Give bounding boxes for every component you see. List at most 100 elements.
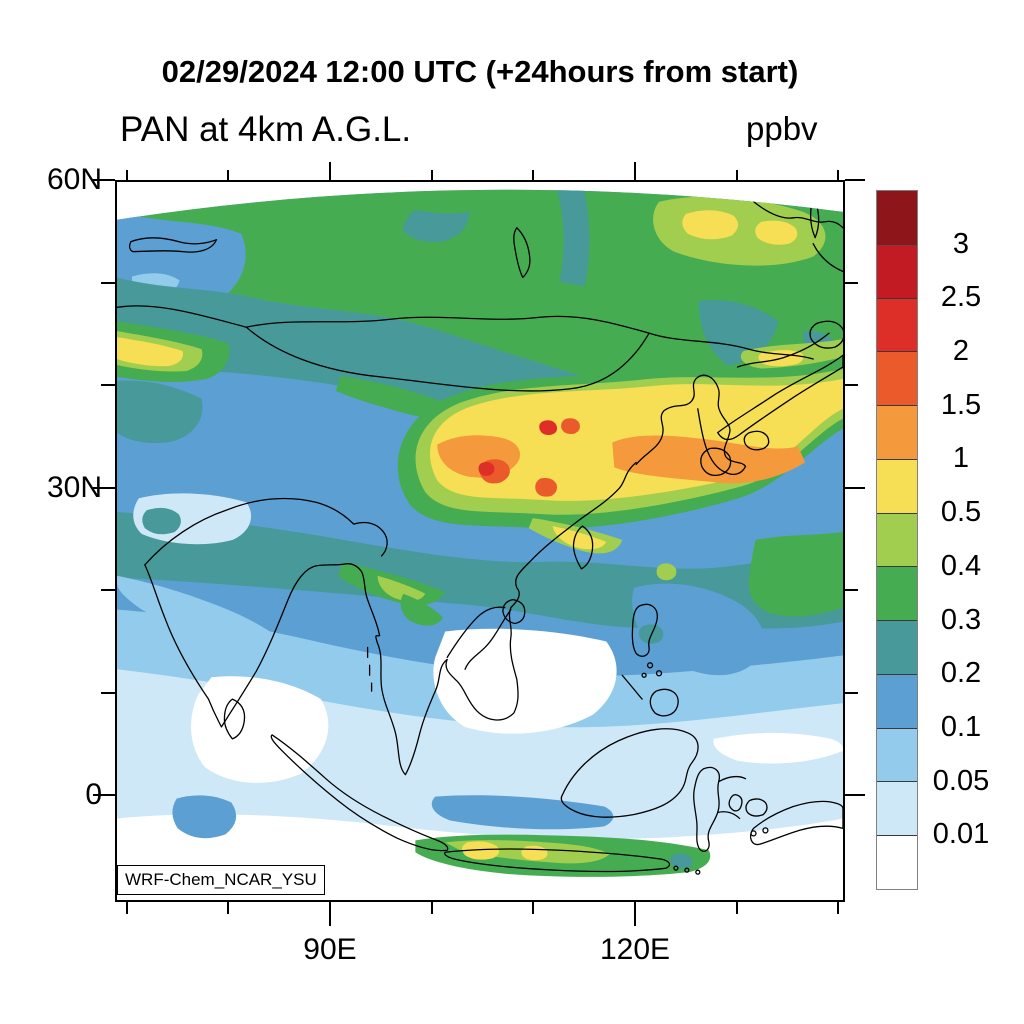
siberia-green-band <box>117 189 843 422</box>
island-new-guinea <box>745 798 843 846</box>
colorbar-segment-2-2.5 <box>877 297 917 352</box>
x-axis-tick-top <box>532 170 535 180</box>
colorbar-tick-label: 0.01 <box>932 818 990 851</box>
colorbar-tick-label: 3 <box>952 227 970 260</box>
y-axis-tick-right <box>845 281 858 284</box>
colorbar-segment-0.3-0.4 <box>877 566 917 621</box>
island-sumatra <box>270 734 449 852</box>
colorbar-segment-1-1.5 <box>877 405 917 459</box>
colorbar-tick-label: 0.2 <box>940 657 982 690</box>
lake-balkhash <box>128 237 218 253</box>
x-axis-tick <box>227 902 229 914</box>
units-label: ppbv <box>746 110 818 147</box>
coast-japan-kyushu <box>700 447 732 477</box>
y-tick-label-60n: 60N <box>46 163 102 196</box>
x-axis-tick <box>125 902 128 914</box>
colorbar-tick-label: 0.4 <box>940 549 982 582</box>
colorbar-tick-label: 2 <box>952 335 970 368</box>
coastline-layer <box>117 195 843 875</box>
x-axis-tick <box>329 902 331 926</box>
y-tick-label-0: 0 <box>85 778 102 811</box>
island-java <box>444 848 671 873</box>
colorbar-tick-label: 2.5 <box>940 281 982 314</box>
y-axis-tick <box>101 281 115 284</box>
x-tick-label-90e: 90E <box>303 933 357 966</box>
colorbar-tick-label: 0.3 <box>940 603 982 636</box>
coast-hokkaido <box>809 320 843 349</box>
variable-title: PAN at 4km A.G.L. <box>120 110 412 149</box>
y-axis-tick <box>93 179 115 181</box>
coast-india <box>144 563 381 728</box>
map-canvas <box>117 189 843 900</box>
colorbar-tick-label: 0.1 <box>940 710 982 743</box>
x-axis-tick <box>532 902 535 914</box>
border-himalaya <box>144 497 388 566</box>
y-axis-tick-right <box>845 384 858 386</box>
colorbar-segment-gt3 <box>877 191 917 244</box>
model-watermark: WRF-Chem_NCAR_YSU <box>117 865 325 895</box>
y-axis-tick-right <box>845 794 865 796</box>
island-sulawesi <box>693 766 747 852</box>
coast-sri-lanka <box>223 698 246 740</box>
island-halmahera <box>728 793 743 812</box>
island-taiwan <box>572 525 594 570</box>
colorbar-segment-0.01-0.05 <box>877 781 917 836</box>
colorbar-tick-label: 1.5 <box>940 388 982 421</box>
x-axis-tick-top <box>634 162 636 180</box>
x-axis-tick <box>430 902 433 914</box>
island-luzon <box>631 603 658 657</box>
x-axis-tick <box>634 902 636 926</box>
y-tick-label-30n: 30N <box>46 471 102 504</box>
map-plot-frame <box>115 180 845 902</box>
colorbar-segment-2.5-3 <box>877 243 917 298</box>
colorbar-segment-lt0.01 <box>877 835 917 889</box>
y-axis-tick <box>101 589 115 591</box>
x-axis-tick-top <box>227 170 229 180</box>
y-axis-tick-right <box>845 486 865 489</box>
datetime-title: 02/29/2024 12:00 UTC (+24hours from star… <box>161 54 799 89</box>
x-axis-tick <box>735 902 738 914</box>
x-axis-tick-top <box>329 162 331 180</box>
border-russia-west <box>117 305 247 328</box>
y-axis-tick-right <box>845 589 858 591</box>
x-axis-tick-top <box>735 170 738 180</box>
coast-okhotsk <box>750 199 843 273</box>
y-axis-tick-right <box>845 179 865 181</box>
coast-japan-honshu <box>717 354 843 441</box>
x-axis-tick-top <box>430 170 433 180</box>
colorbar-tick-label: 0.05 <box>932 764 990 797</box>
x-axis-tick-top <box>125 170 128 180</box>
y-axis-tick-right <box>845 691 858 694</box>
y-axis-tick <box>101 384 115 386</box>
colorbar-segment-1.5-2 <box>877 351 917 406</box>
border-amur <box>648 332 814 360</box>
x-tick-label-120e: 120E <box>599 933 671 966</box>
south-china-sea-white <box>433 628 617 734</box>
colorbar-segment-0.5-1 <box>877 458 917 513</box>
coast-indochina <box>375 461 637 776</box>
bay-of-bengal-white <box>191 676 329 783</box>
x-axis-tick-top <box>837 170 840 180</box>
borders-indochina <box>446 606 512 670</box>
colorbar-segment-0.1-0.2 <box>877 673 917 728</box>
y-axis-tick <box>101 691 115 694</box>
island-mindanao <box>649 688 679 717</box>
pan-plume-orange-core <box>612 435 806 484</box>
colorbar-tick-label: 1 <box>952 442 970 475</box>
colorbar <box>876 190 918 890</box>
lake-baikal <box>513 227 531 279</box>
islands-andaman <box>366 646 373 692</box>
island-borneo <box>560 728 699 818</box>
y-axis-tick <box>93 486 115 489</box>
field-fill-layer <box>117 189 843 900</box>
coast-vladivostok <box>736 332 830 368</box>
coast-japan-shikoku <box>743 430 770 451</box>
island-palawan <box>621 674 643 700</box>
colorbar-segment-0.4-0.5 <box>877 512 917 567</box>
x-axis-tick <box>837 902 840 914</box>
colorbar-segment-0.2-0.3 <box>877 620 917 674</box>
y-axis-tick <box>93 794 115 796</box>
island-hainan <box>502 599 526 625</box>
colorbar-segment-0.05-0.1 <box>877 727 917 782</box>
